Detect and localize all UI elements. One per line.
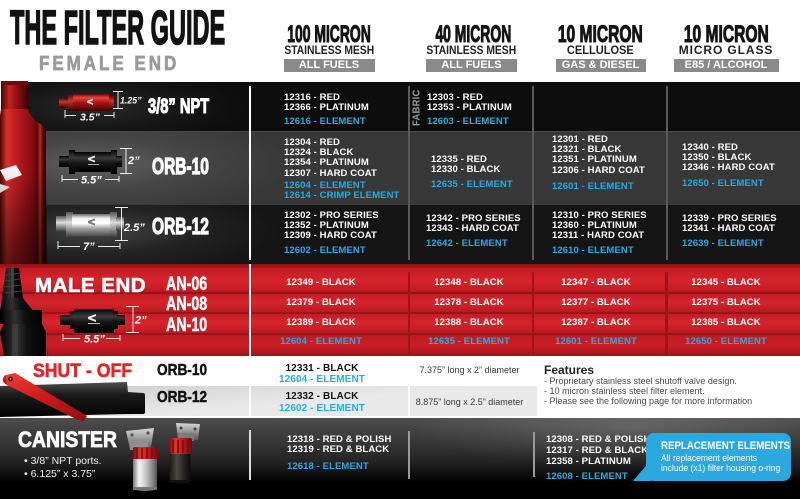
svg-text:2”: 2” [134, 315, 147, 327]
svg-text:1.25”: 1.25” [120, 96, 142, 106]
svg-text:2”: 2” [127, 155, 140, 167]
svg-text:3.5”: 3.5” [80, 112, 101, 124]
svg-text:5.5”: 5.5” [84, 334, 105, 346]
svg-text:7”: 7” [83, 241, 95, 253]
svg-text:5.5”: 5.5” [81, 175, 102, 187]
svg-text:2.5”: 2.5” [123, 222, 145, 234]
